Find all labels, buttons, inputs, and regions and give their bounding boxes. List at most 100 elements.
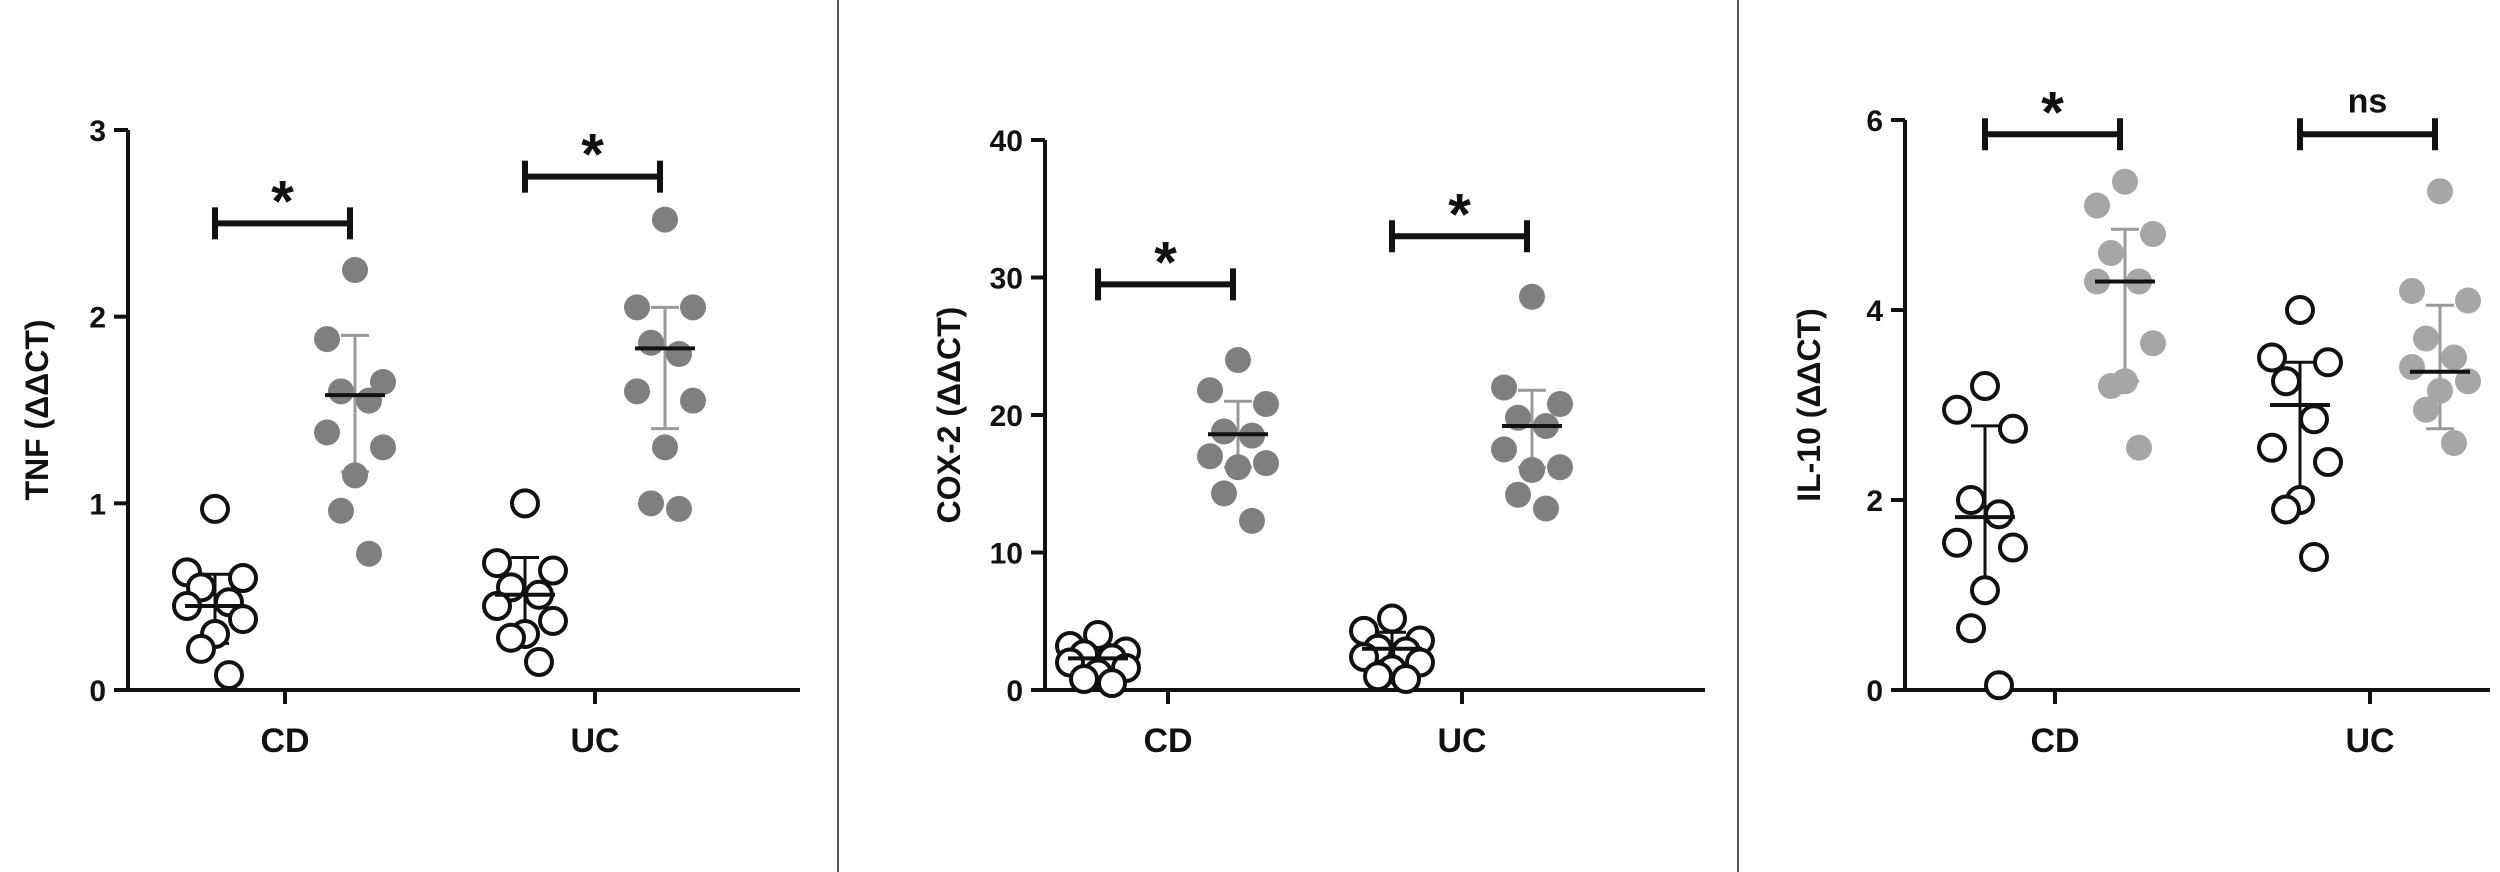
x-category-label: UC: [570, 722, 619, 760]
data-point-open: [1377, 603, 1407, 634]
data-point-open: [2285, 295, 2315, 325]
chart-panel-3: 0 2 4 6 IL-10 (ΔΔCT) CD UC * ns: [1791, 80, 2490, 760]
data-point-filled: [624, 378, 650, 405]
data-point-filled: [1491, 374, 1517, 401]
significance-label: *: [581, 123, 604, 188]
chart-panel-2: 0 10 20 30 40 COX-2 (ΔΔCT) CD UC * *: [931, 125, 1705, 760]
x-category-label: UC: [1437, 722, 1486, 760]
data-point-filled: [2413, 325, 2439, 352]
data-point-filled: [1239, 507, 1265, 534]
data-point-filled: [2399, 278, 2425, 304]
data-point-filled: [2098, 373, 2124, 399]
data-point-open: [1956, 485, 1986, 515]
data-point-open: [1391, 664, 1421, 694]
data-point-filled: [2112, 168, 2138, 195]
data-point-open: [228, 563, 258, 593]
data-point-open: [510, 488, 540, 519]
data-point-filled: [1225, 347, 1251, 373]
y-tick-label: 2: [89, 302, 106, 335]
data-point-open: [2313, 347, 2343, 378]
data-point-open: [1942, 394, 1972, 425]
data-point-open: [1956, 613, 1986, 644]
data-point-open: [2313, 447, 2343, 477]
y-tick-label: 0: [89, 675, 106, 708]
data-point-filled: [328, 497, 354, 524]
data-point-filled: [638, 329, 664, 356]
y-tick-label: 4: [1866, 295, 1883, 328]
y-tick-label: 3: [89, 115, 106, 148]
y-tick-label: 0: [1006, 675, 1023, 708]
data-point-filled: [370, 434, 396, 461]
data-point-open: [214, 660, 244, 691]
y-tick-label: 10: [990, 538, 1023, 571]
data-point-filled: [1197, 443, 1223, 470]
data-point-open: [482, 591, 512, 621]
data-point-open: [1998, 532, 2028, 563]
data-point-filled: [624, 294, 650, 321]
data-point-filled: [666, 341, 692, 367]
y-tick-label: 6: [1866, 105, 1883, 138]
data-point-filled: [1211, 418, 1237, 445]
significance-label: *: [2041, 80, 2064, 145]
y-tick-label: 2: [1866, 485, 1883, 518]
data-point-filled: [2441, 430, 2467, 456]
x-category-label: CD: [1143, 722, 1192, 760]
data-point-filled: [2441, 344, 2467, 371]
data-point-filled: [342, 462, 368, 489]
data-point-open: [1998, 413, 2028, 444]
x-category-label: CD: [260, 722, 309, 760]
data-point-open: [538, 555, 568, 586]
data-point-filled: [1197, 377, 1223, 404]
y-axis-label: COX-2 (ΔΔCT): [931, 307, 967, 524]
data-point-open: [200, 493, 230, 524]
data-point-open: [228, 604, 258, 635]
data-point-filled: [1505, 481, 1531, 508]
y-tick-label: 0: [1866, 675, 1883, 708]
data-point-filled: [1547, 454, 1573, 481]
data-point-filled: [2427, 377, 2453, 404]
data-point-open: [1984, 670, 2014, 701]
data-point-filled: [2098, 240, 2124, 266]
data-point-open: [538, 605, 568, 636]
y-axis-label: TNF (ΔΔCT): [19, 319, 55, 500]
data-point-filled: [2455, 287, 2481, 314]
data-point-filled: [1253, 450, 1279, 477]
data-point-filled: [1519, 457, 1545, 483]
data-point-open: [1984, 499, 2014, 530]
y-tick-label: 1: [89, 488, 106, 521]
data-point-filled: [2455, 368, 2481, 395]
data-point-open: [2299, 404, 2329, 435]
chart-panel-1: 0 1 2 3 TNF (ΔΔCT) CD UC * *: [19, 115, 800, 760]
significance-label: *: [1154, 230, 1177, 295]
data-point-open: [1970, 575, 2000, 606]
significance-label: *: [1448, 182, 1471, 247]
data-point-filled: [1533, 495, 1559, 522]
data-point-filled: [2399, 354, 2425, 380]
data-point-filled: [1253, 391, 1279, 417]
data-point-open: [1942, 527, 1972, 558]
data-point-open: [1970, 371, 2000, 401]
data-point-open: [2257, 342, 2287, 373]
data-point-filled: [1225, 454, 1251, 481]
y-tick-label: 20: [990, 400, 1023, 433]
data-point-filled: [356, 540, 382, 567]
y-tick-label: 30: [990, 263, 1023, 296]
data-point-open: [2271, 366, 2301, 397]
data-point-filled: [2084, 192, 2110, 219]
y-tick-label: 40: [990, 125, 1023, 158]
data-point-filled: [666, 495, 692, 522]
data-point-filled: [2126, 434, 2152, 461]
data-point-filled: [328, 378, 354, 405]
significance-label: *: [271, 169, 294, 234]
data-point-filled: [1547, 391, 1573, 417]
data-point-open: [496, 622, 526, 653]
data-point-filled: [638, 490, 664, 517]
data-point-filled: [680, 387, 706, 414]
data-point-filled: [2413, 396, 2439, 423]
data-point-open: [186, 633, 216, 664]
data-point-filled: [652, 206, 678, 233]
y-axis-label: IL-10 (ΔΔCT): [1791, 308, 1827, 502]
data-point-open: [524, 647, 554, 677]
data-point-filled: [370, 369, 396, 395]
